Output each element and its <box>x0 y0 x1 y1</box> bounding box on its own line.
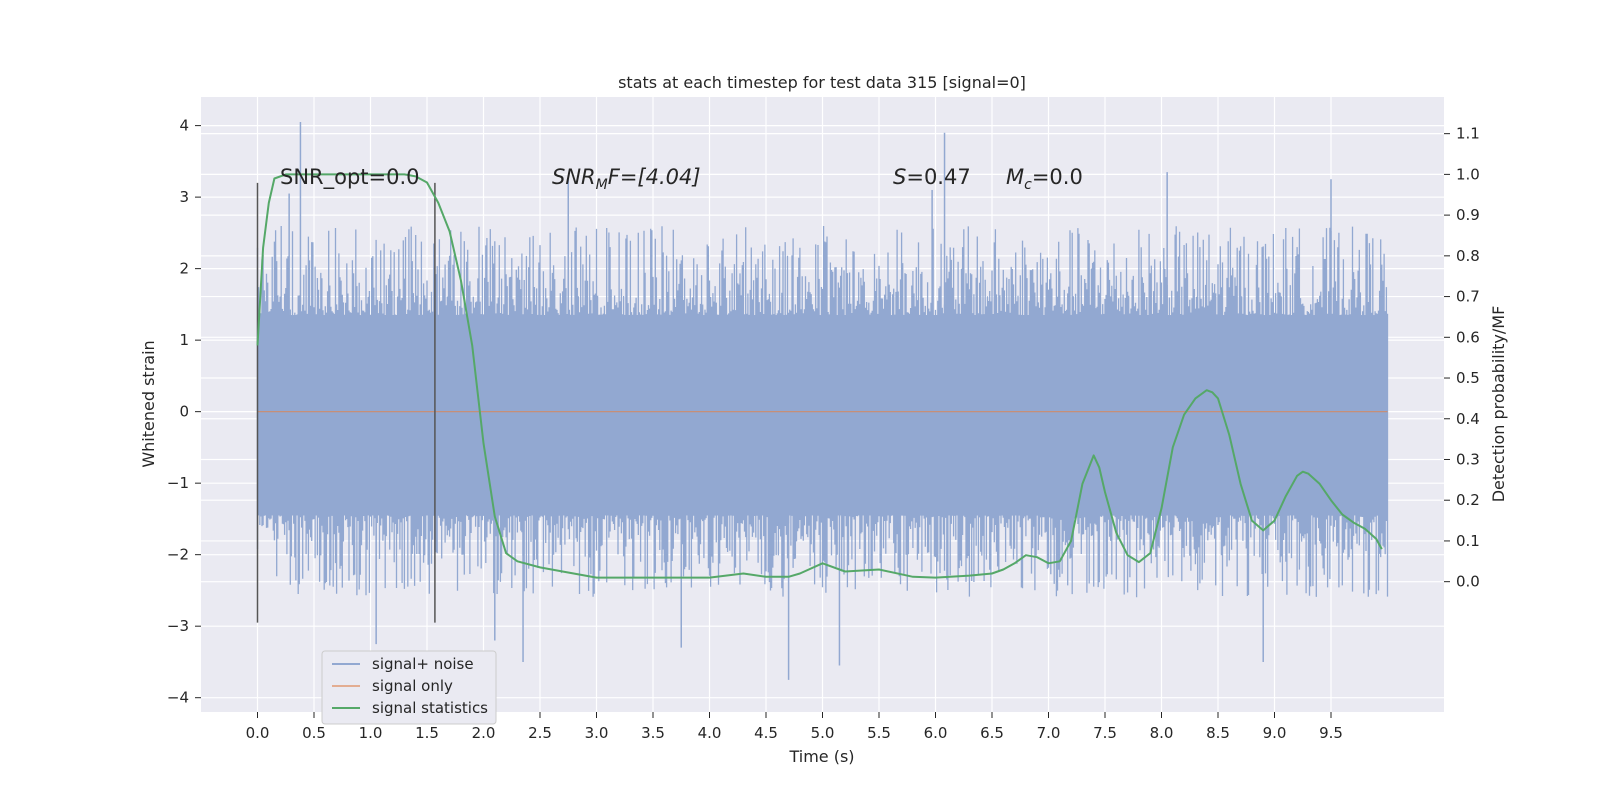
x-tick-label: 5.5 <box>867 724 891 742</box>
legend-label-signal-statistics: signal statistics <box>372 699 488 717</box>
snr-mf-sub: M <box>596 177 608 193</box>
y-right-tick-label: 0.6 <box>1456 328 1480 346</box>
y-left-tick-label: 2 <box>179 260 189 278</box>
y-right-tick-label: 0.3 <box>1456 450 1480 468</box>
s-var: S <box>893 165 906 189</box>
y-axis-label-left: Whitened strain <box>139 340 158 467</box>
annotation-snr-mf: SNRMF=[4.04] <box>552 165 701 193</box>
legend: signal+ noise signal only signal statist… <box>321 650 497 725</box>
snr-mf-tail: F=[4.04] <box>608 165 701 189</box>
legend-label-signal-noise: signal+ noise <box>372 655 474 673</box>
y-left-tick-label: 3 <box>179 188 189 206</box>
y-left-tick-label: 4 <box>179 117 189 135</box>
series-signal-noise <box>256 122 1389 680</box>
x-tick-label: 0.0 <box>246 724 270 742</box>
mc-sub: c <box>1024 177 1032 193</box>
x-tick-label: 1.0 <box>359 724 383 742</box>
x-tick-label: 3.5 <box>641 724 665 742</box>
x-tick-label: 7.5 <box>1093 724 1117 742</box>
y-right-tick-label: 0.4 <box>1456 410 1480 428</box>
x-tick-label: 9.0 <box>1263 724 1287 742</box>
y-right-tick-label: 0.5 <box>1456 369 1480 387</box>
y-right-tick-label: 1.0 <box>1456 165 1480 183</box>
x-tick-label: 6.0 <box>924 724 948 742</box>
x-tick-label: 0.5 <box>302 724 326 742</box>
y-axis-label-right: Detection probability/MF <box>1489 306 1508 503</box>
y-right-tick-label: 1.1 <box>1456 125 1480 143</box>
x-tick-label: 8.5 <box>1206 724 1230 742</box>
window-markers <box>256 182 436 623</box>
x-tick-label: 2.0 <box>472 724 496 742</box>
x-axis-label: Time (s) <box>788 747 854 766</box>
y-right-tick-label: 0.0 <box>1456 573 1480 591</box>
x-tick-label: 5.0 <box>811 724 835 742</box>
y-right-tick-label: 0.9 <box>1456 206 1480 224</box>
y-ticks-right: 1.1 1.0 0.9 0.8 0.7 0.6 0.5 0.4 0.3 0.2 0.1 0.0 <box>1444 125 1480 591</box>
x-tick-label: 1.5 <box>415 724 439 742</box>
x-tick-label: 2.5 <box>528 724 552 742</box>
series-signal-statistics <box>256 173 1383 579</box>
legend-label-signal-only: signal only <box>372 677 453 695</box>
y-left-tick-label: −4 <box>167 689 189 707</box>
x-tick-label: 9.5 <box>1319 724 1343 742</box>
annotation-mc: Mc=0.0 <box>1006 165 1083 193</box>
x-tick-label: 6.5 <box>980 724 1004 742</box>
y-left-tick-label: −2 <box>167 546 189 564</box>
chart-title: stats at each timestep for test data 315… <box>618 73 1026 92</box>
x-tick-label: 4.0 <box>698 724 722 742</box>
x-tick-label: 7.0 <box>1037 724 1061 742</box>
noise-core <box>257 315 1388 516</box>
y-left-tick-label: −1 <box>167 474 189 492</box>
s-val: =0.47 <box>906 165 970 189</box>
snr-mf-base: SNR <box>552 165 596 189</box>
annotation-snr-opt: SNR_opt=0.0 <box>280 165 420 190</box>
y-right-tick-label: 0.1 <box>1456 532 1480 550</box>
x-tick-label: 3.0 <box>585 724 609 742</box>
y-left-tick-label: −3 <box>167 617 189 635</box>
y-left-tick-label: 1 <box>179 331 189 349</box>
y-left-tick-label: 0 <box>179 403 189 421</box>
x-tick-label: 8.0 <box>1150 724 1174 742</box>
mc-val: =0.0 <box>1032 165 1083 189</box>
annotation-s: S=0.47 <box>893 165 971 189</box>
legend-box <box>321 650 497 725</box>
y-right-tick-label: 0.7 <box>1456 288 1480 306</box>
y-right-tick-label: 0.8 <box>1456 247 1480 265</box>
mc-var: M <box>1006 165 1024 189</box>
y-ticks-left: 4 3 2 1 0 −1 −2 −3 −4 <box>167 117 201 707</box>
x-ticks: 0.0 0.5 1.0 1.5 2.0 2.5 3.0 3.5 4.0 4.5 5.0 5.5 6.0 6… <box>246 712 1343 742</box>
y-right-tick-label: 0.2 <box>1456 491 1480 509</box>
signal-statistics-line <box>256 173 1383 579</box>
x-tick-label: 4.5 <box>754 724 778 742</box>
